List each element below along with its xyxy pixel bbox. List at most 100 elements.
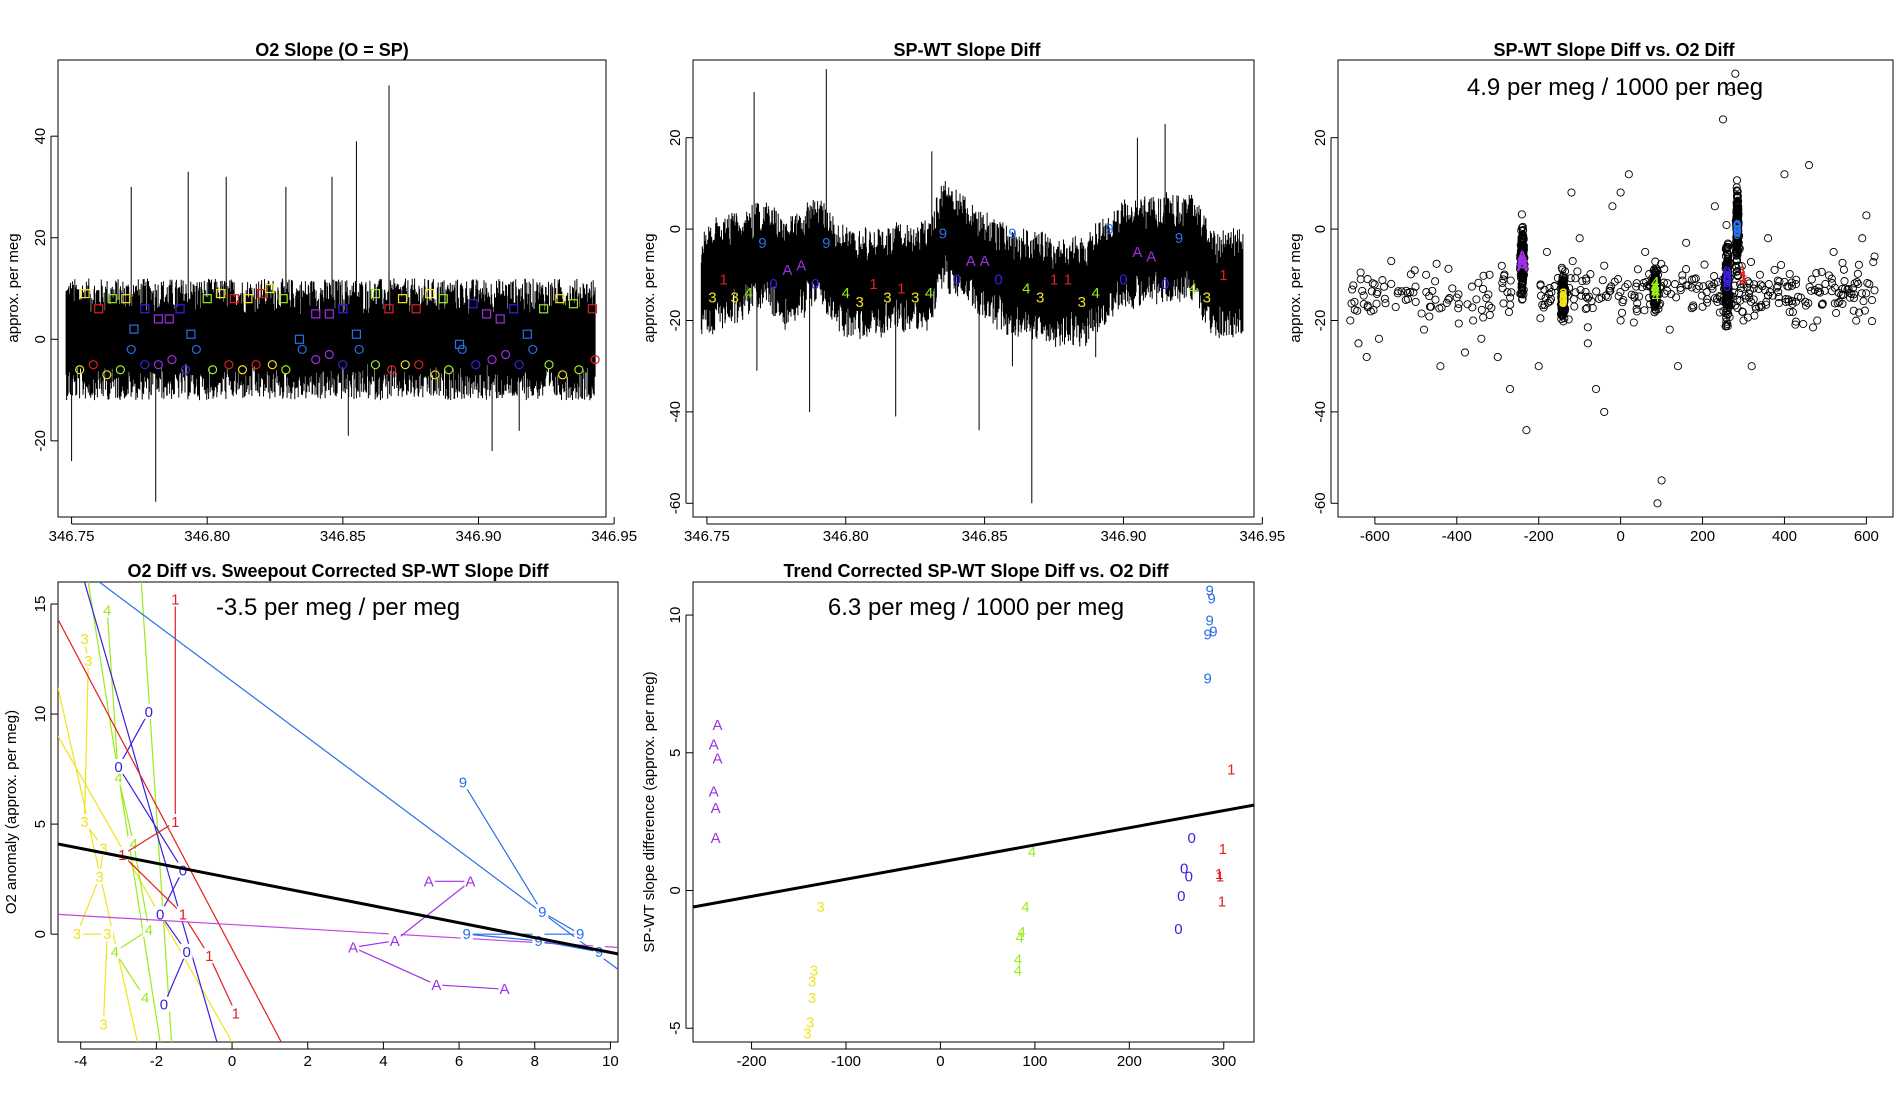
group-marker: 9: [1733, 219, 1741, 236]
group-marker: 3: [1559, 294, 1567, 311]
x-tick-label: 346.95: [591, 528, 637, 545]
group-marker: 4: [1652, 281, 1660, 298]
point-label: 0: [160, 997, 168, 1014]
scatter-point: [1731, 301, 1740, 310]
group-label: 3: [808, 990, 816, 1007]
group-label: 0: [1174, 921, 1182, 938]
square-marker: [94, 304, 104, 314]
panel-3-title: SP-WT Slope Diff vs. O2 Diff: [1493, 40, 1735, 60]
circle-marker: [370, 360, 381, 370]
label-bg: [139, 989, 152, 1005]
panel-4-slope-annotation: -3.5 per meg / per meg: [216, 594, 460, 621]
scatter-point: [1381, 299, 1390, 308]
scatter-point: [1733, 237, 1742, 246]
scatter-point: [1570, 302, 1579, 311]
x-tick-label: 0: [936, 1053, 944, 1070]
scatter-point: [1442, 298, 1451, 307]
square-marker: [129, 324, 139, 334]
scatter-point: [1718, 115, 1728, 124]
circle-marker: [414, 360, 424, 370]
y-tick-label: 0: [1312, 225, 1329, 233]
scatter-point: [1581, 292, 1591, 301]
scatter-point: [1676, 286, 1685, 295]
scatter-point: [1370, 280, 1379, 289]
circle-marker: [115, 365, 125, 375]
scatter-point: [1411, 282, 1420, 291]
scatter-point: [1645, 293, 1654, 302]
scatter-point: [1678, 276, 1687, 285]
scatter-point: [1498, 278, 1507, 288]
scatter-point: [1788, 308, 1797, 317]
scatter-point: [1739, 316, 1748, 325]
scatter-point: [1762, 297, 1771, 306]
point-label: 3: [73, 926, 81, 943]
group-marker: A: [1517, 254, 1527, 271]
point-label: 1: [205, 948, 213, 965]
y-tick-label: 20: [1312, 129, 1329, 146]
scatter-point: [1640, 306, 1649, 315]
group-label: 9: [1204, 670, 1212, 687]
group-marker: A: [1518, 249, 1528, 266]
point-label: 0: [179, 862, 187, 879]
y-tick-label: -40: [667, 401, 684, 423]
scatter-point: [1703, 295, 1712, 304]
scatter-point: [1517, 283, 1526, 292]
square-marker: [121, 294, 131, 304]
fit-line-3: [58, 687, 139, 1042]
group-marker: 9: [1733, 217, 1741, 234]
scatter-point: [1616, 287, 1625, 297]
group-marker: 1: [1739, 269, 1747, 286]
group-label: 4: [925, 285, 933, 302]
panel-1-x-axis: 346.75 346.80 346.85 346.90 346.95: [49, 517, 637, 545]
group-marker: 4: [1652, 288, 1660, 305]
scatter-point: [1372, 289, 1381, 298]
group-marker: A: [1517, 253, 1527, 270]
circle-marker: [557, 370, 568, 380]
y-tick-label: 20: [667, 129, 684, 146]
x-tick-label: -2: [150, 1053, 163, 1070]
scatter-point: [1563, 288, 1572, 297]
point-label: 1: [171, 592, 179, 609]
scatter-point: [1517, 233, 1526, 242]
scatter-point: [1807, 275, 1816, 284]
scatter-point: [1785, 269, 1794, 279]
point-label: 0: [114, 759, 122, 776]
scatter-point: [1672, 293, 1681, 302]
group-marker: 9: [1733, 224, 1741, 241]
scatter-point: [1724, 294, 1734, 303]
scatter-point: [1722, 287, 1731, 296]
scatter-point: [1733, 187, 1742, 196]
scatter-point: [1637, 283, 1647, 292]
group-marker: 9: [1733, 224, 1741, 241]
scatter-point: [1852, 277, 1861, 287]
panel-5-x-axis: -200 -100 0 100 200 300: [737, 1042, 1236, 1070]
group-marker: A: [1517, 252, 1527, 269]
group-marker: A: [1517, 252, 1527, 269]
group-label: 0: [1119, 271, 1127, 288]
x-tick-label: -600: [1360, 528, 1390, 545]
circle-marker: [457, 344, 467, 355]
group-label: 4: [1189, 281, 1197, 298]
panel-2-frame: [692, 59, 1255, 518]
point-label: 3: [95, 869, 103, 886]
scatter-point: [1422, 270, 1431, 279]
circle-marker: [487, 354, 497, 365]
x-tick-label: 100: [1022, 1053, 1047, 1070]
scatter-point: [1518, 256, 1527, 265]
square-marker: [411, 304, 421, 314]
circle-marker: [224, 360, 234, 370]
scatter-point: [1733, 272, 1742, 281]
circle-marker: [400, 360, 410, 370]
group-label: 0: [1185, 869, 1193, 886]
scatter-point: [1657, 476, 1666, 485]
scatter-point: [1653, 499, 1662, 508]
panel-trend-corrected: Trend Corrected SP-WT Slope Diff vs. O2 …: [641, 561, 1255, 1070]
scatter-point: [1867, 296, 1877, 305]
point-label: 4: [111, 944, 119, 961]
scatter-point: [1852, 316, 1861, 325]
label-bg: [93, 868, 106, 884]
group-label: 0: [953, 271, 961, 288]
group-label: 3: [708, 290, 716, 307]
group-marker: 3: [1559, 291, 1567, 308]
